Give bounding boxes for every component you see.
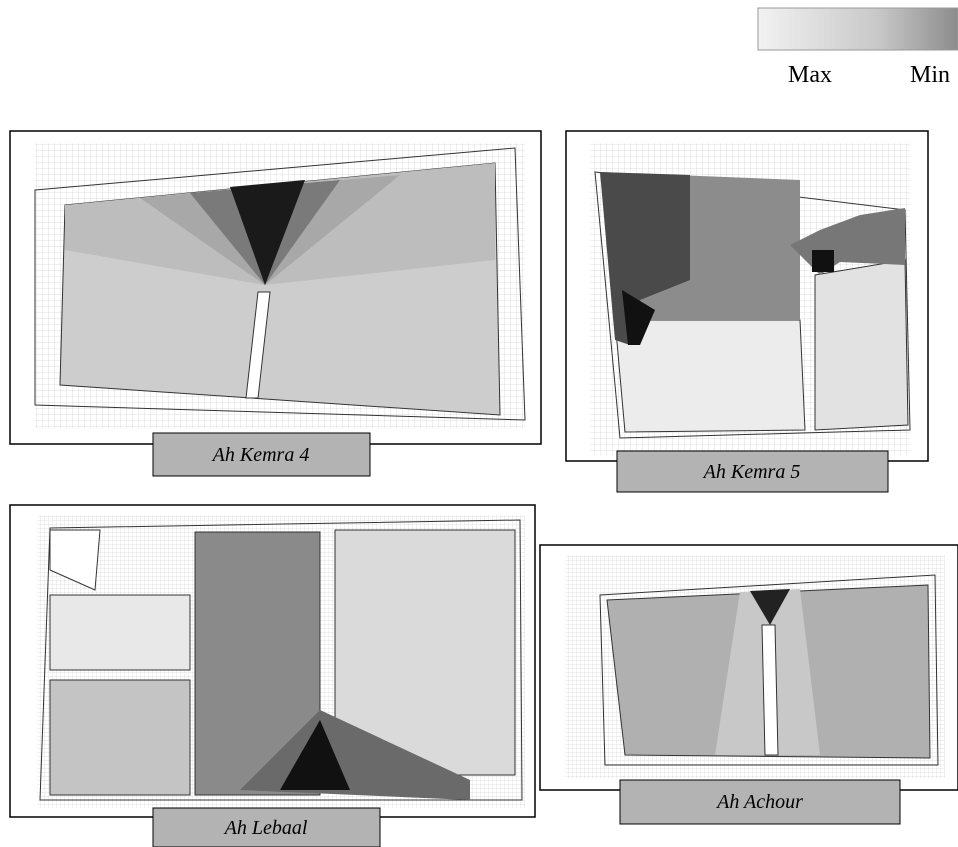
zone xyxy=(622,290,655,345)
outline xyxy=(599,574,939,766)
panel: Ah Kemra 4 xyxy=(9,130,542,477)
wall xyxy=(761,624,779,756)
label-box xyxy=(619,779,901,825)
label-box xyxy=(616,450,889,493)
zone xyxy=(600,172,690,345)
panel: Ah Achour xyxy=(539,544,958,825)
room xyxy=(49,679,191,796)
wall xyxy=(245,291,271,399)
zone xyxy=(812,250,834,272)
outline xyxy=(39,519,523,801)
zone xyxy=(750,589,790,625)
panel-label: Ah Lebaal xyxy=(223,817,308,839)
panel-label: Ah Kemra 4 xyxy=(211,444,310,466)
legend-min: Min xyxy=(910,62,950,88)
outline xyxy=(34,147,526,421)
zone xyxy=(230,180,305,285)
legend-gradient xyxy=(757,7,958,51)
label-box xyxy=(152,432,371,477)
panel-label: Ah Achour xyxy=(715,791,803,813)
label-box xyxy=(152,807,381,847)
outline xyxy=(594,171,911,439)
room xyxy=(49,594,191,671)
room xyxy=(194,531,321,796)
floor xyxy=(814,259,909,431)
panel: Ah Kemra 5 xyxy=(565,130,929,493)
legend-max: Max xyxy=(788,62,832,88)
legend: Max Min xyxy=(757,7,958,88)
panel-label: Ah Kemra 5 xyxy=(702,461,801,483)
stair xyxy=(49,529,101,591)
panel: Ah Lebaal xyxy=(9,504,536,847)
zone xyxy=(280,720,350,790)
room xyxy=(334,529,516,776)
